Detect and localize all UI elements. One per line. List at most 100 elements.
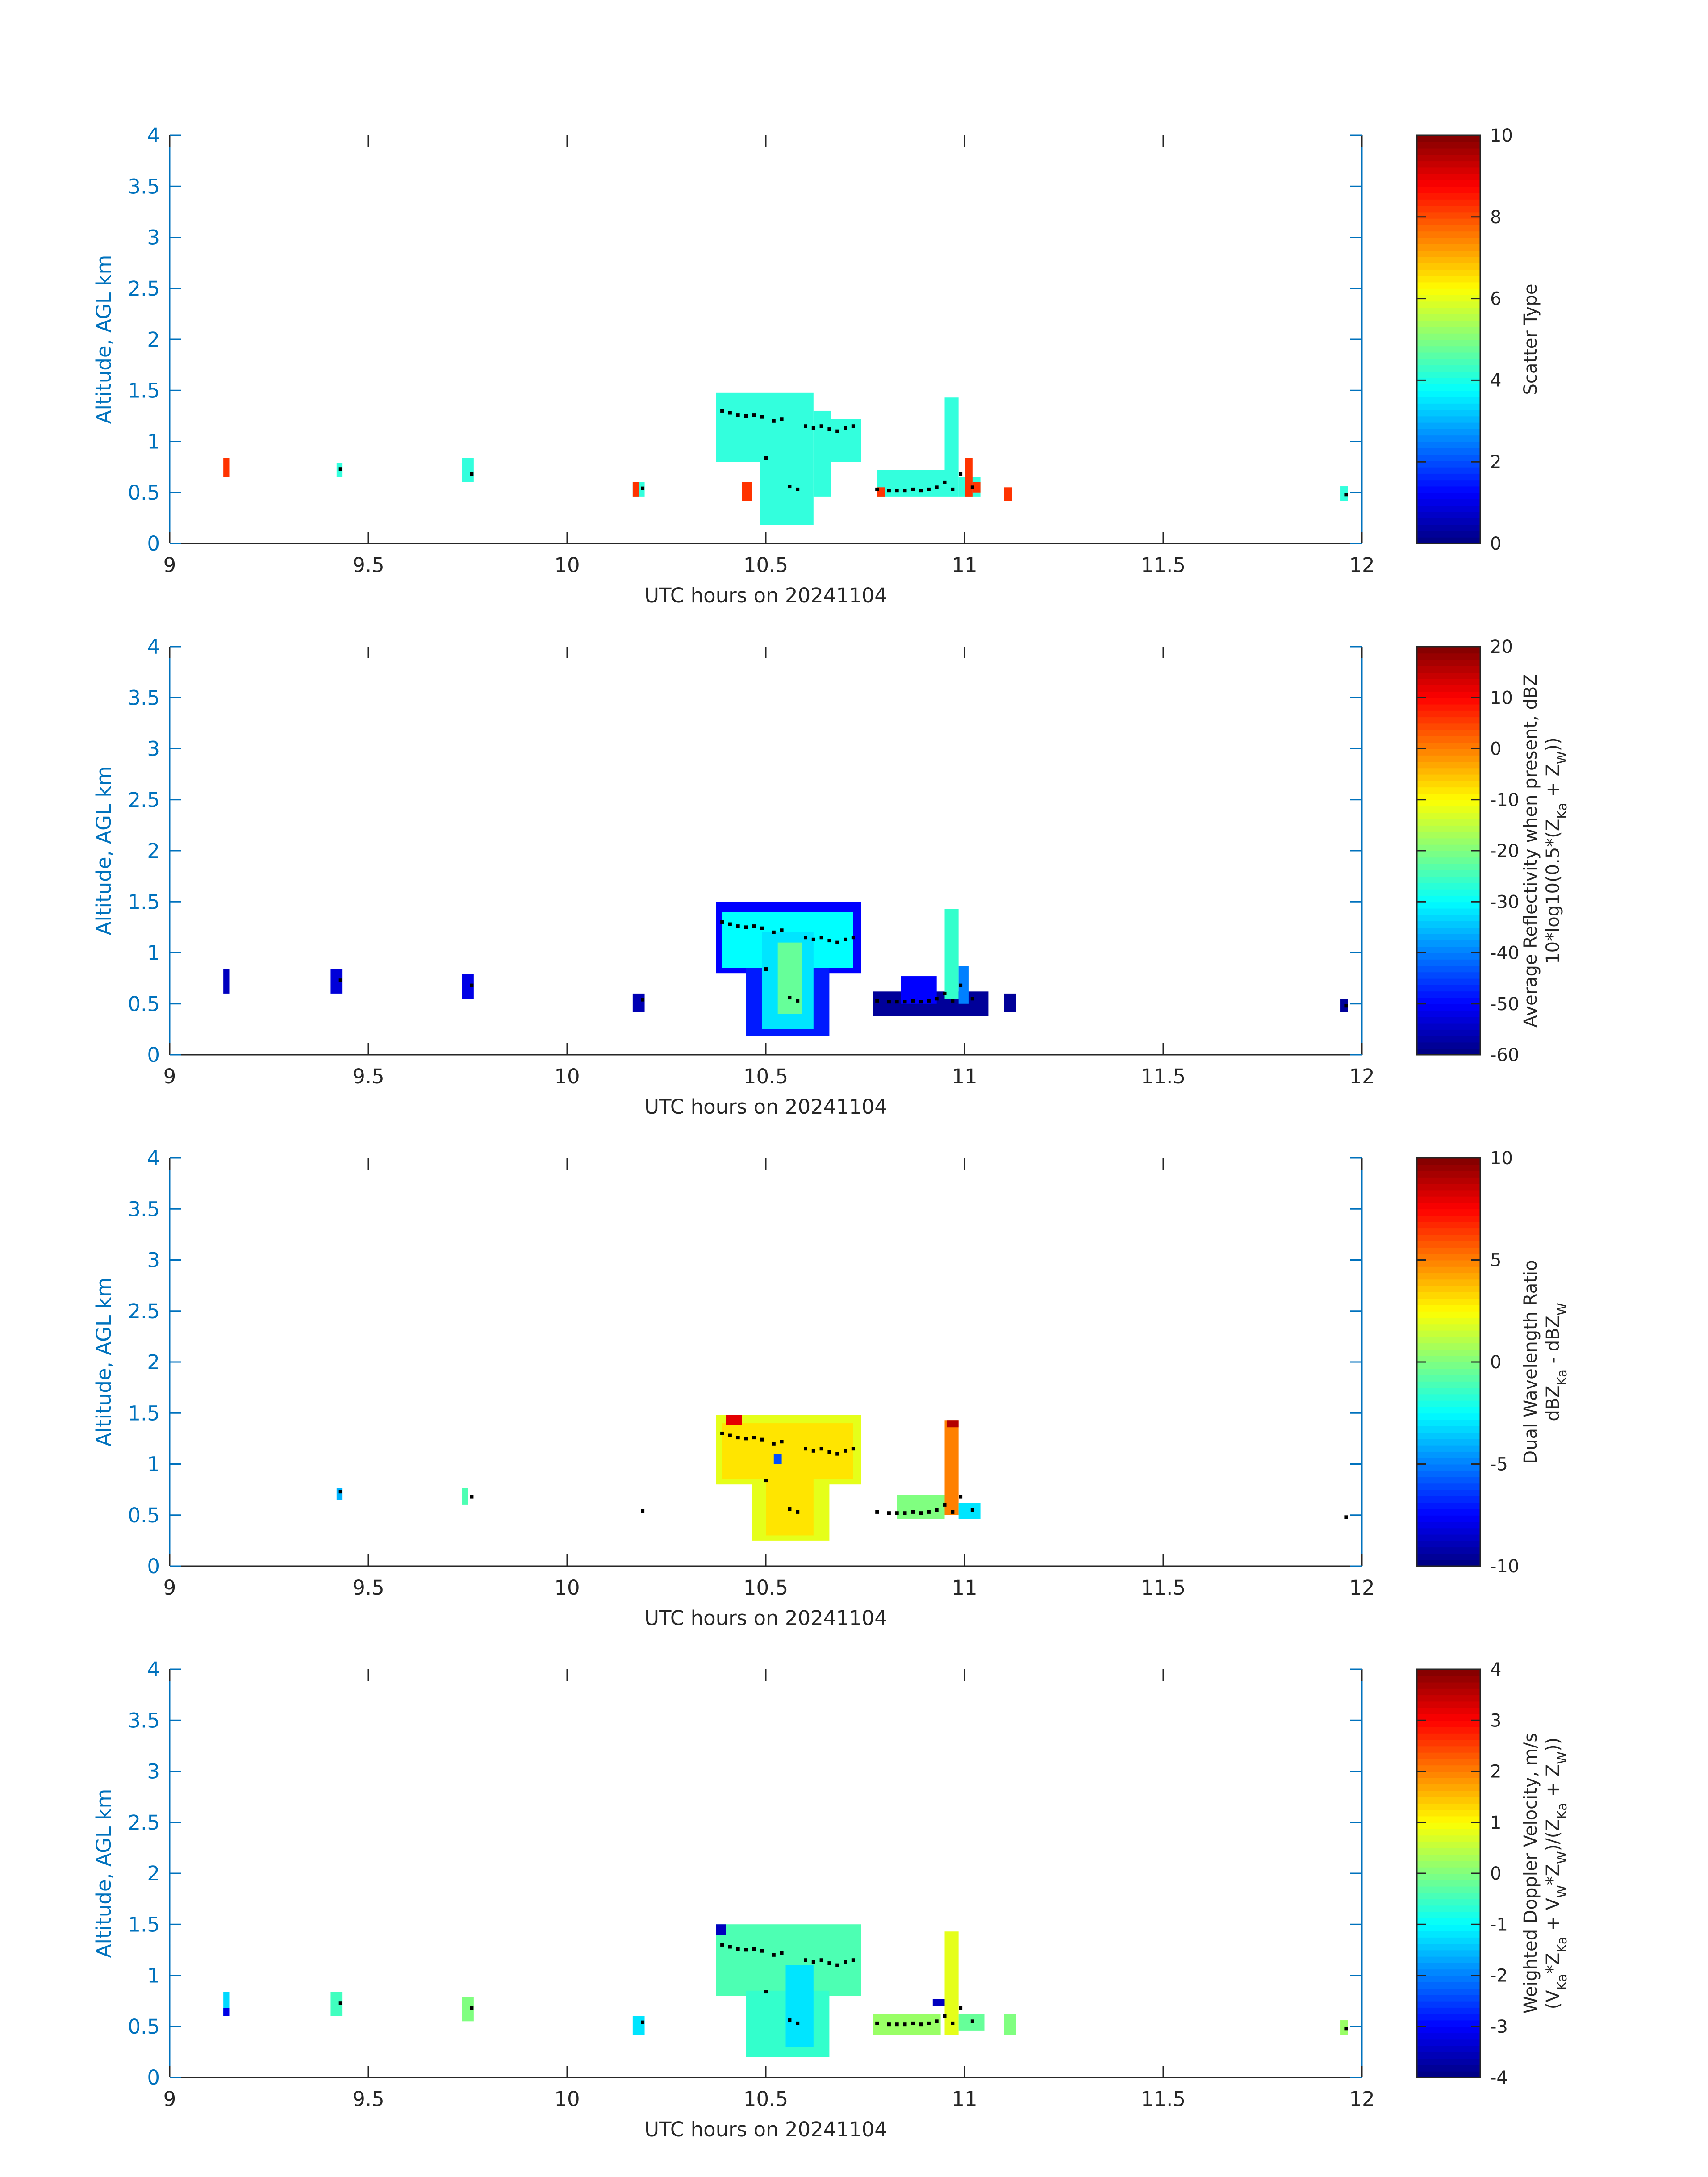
x-tick-label: 11	[952, 553, 977, 577]
cloud-base-marker	[744, 1948, 748, 1952]
colorbar-segment	[1417, 511, 1480, 518]
cloud-base-marker	[772, 930, 776, 934]
x-tick-label: 9	[163, 1065, 176, 1088]
data-cell	[932, 1999, 945, 2006]
cloud-base-marker	[959, 472, 963, 476]
cloud-base-marker	[338, 978, 342, 982]
label-fragment: 10*log10(0.5*(Z	[1543, 819, 1563, 964]
data-cell	[785, 1965, 814, 2047]
colorbar-segment	[1417, 1521, 1480, 1529]
colorbar-segment	[1417, 397, 1480, 404]
cloud-base-marker	[772, 419, 776, 423]
colorbar-segment	[1417, 972, 1480, 979]
colorbar-segment	[1417, 1451, 1480, 1458]
cloud-base-marker	[927, 2021, 931, 2025]
label-fragment: + Z	[1543, 1764, 1563, 1803]
cloud-base-marker	[772, 1442, 776, 1446]
cloud-base-marker	[804, 936, 807, 940]
colorbar-segment	[1417, 832, 1480, 839]
cloud-base-marker	[903, 1511, 907, 1515]
colorbar-segment	[1417, 1355, 1480, 1362]
cloud-base-marker	[780, 1951, 784, 1955]
colorbar-segment	[1417, 2014, 1480, 2021]
cloud-base-marker	[338, 2001, 342, 2005]
label-fragment: Ka	[1554, 1803, 1570, 1819]
colorbar-tick-label: 8	[1490, 207, 1501, 228]
cloud-base-marker	[875, 999, 879, 1003]
cloud-base-marker	[470, 1495, 474, 1499]
data-cell	[944, 1931, 959, 2035]
x-tick-label: 11	[952, 2087, 977, 2111]
colorbar: 0 2 4 6 8 10 Scatter Type	[1416, 125, 1541, 554]
colorbar-segment	[1417, 1483, 1480, 1490]
colorbar-segment	[1417, 1956, 1480, 1963]
colorbar-segment	[1417, 685, 1480, 692]
colorbar-segment	[1417, 774, 1480, 781]
colorbar-segment	[1417, 473, 1480, 481]
colorbar-segment	[1417, 698, 1480, 705]
y-tick-label: 0.5	[128, 2015, 160, 2039]
cloud-base-marker	[943, 1503, 947, 1507]
data-cell	[1004, 2014, 1016, 2035]
cloud-base-marker	[951, 1510, 955, 1514]
colorbar-tick-label: -2	[1490, 1966, 1508, 1986]
cloud-base-marker	[835, 1452, 839, 1456]
colorbar-segment	[1417, 799, 1480, 807]
cloud-base-marker	[744, 414, 748, 418]
colorbar-segment	[1417, 1234, 1480, 1241]
colorbar-tick-label: 0	[1490, 1864, 1501, 1884]
data-cell	[632, 993, 645, 1012]
colorbar-segment	[1417, 1790, 1480, 1797]
colorbar-tick-label: 1	[1490, 1813, 1501, 1833]
cloud-base-marker	[752, 1436, 756, 1440]
cloud-base-marker	[720, 1943, 724, 1947]
y-tick-label: 3.5	[128, 1197, 160, 1221]
cloud-base-marker	[764, 967, 768, 971]
cloud-base-marker	[835, 940, 839, 944]
cloud-base-marker	[835, 1963, 839, 1967]
colorbar-segment	[1417, 313, 1480, 321]
colorbar-segment	[1417, 1701, 1480, 1708]
colorbar-segment	[1417, 231, 1480, 238]
colorbar-segment	[1417, 819, 1480, 826]
colorbar-segment	[1417, 199, 1480, 206]
cloud-base-marker	[819, 424, 823, 428]
colorbar-segment	[1417, 1822, 1480, 1830]
colorbar-segment	[1417, 863, 1480, 870]
cloud-base-marker	[764, 1479, 768, 1483]
y-tick-label: 1.5	[128, 1913, 160, 1936]
colorbar-segment	[1417, 416, 1480, 423]
cloud-base-marker	[827, 1450, 831, 1454]
data-cell	[965, 458, 973, 497]
colorbar-segment	[1417, 1899, 1480, 1906]
colorbar-segment	[1417, 486, 1480, 493]
colorbar-segment	[1417, 390, 1480, 397]
colorbar-tick-label: -10	[1490, 1556, 1519, 1577]
colorbar-segment	[1417, 186, 1480, 193]
y-tick-label: 1	[147, 1453, 160, 1476]
cloud-base-marker	[1344, 1515, 1348, 1519]
colorbar-tick-label: 10	[1490, 688, 1513, 708]
cloud-base-marker	[875, 2021, 879, 2025]
cloud-base-marker	[736, 1947, 740, 1951]
data-cells	[336, 1415, 1348, 1541]
colorbar-tick-label: 6	[1490, 289, 1501, 309]
colorbar-tick-label: 3	[1490, 1710, 1501, 1731]
colorbar-tick-label: 4	[1490, 1659, 1501, 1680]
colorbar-segment	[1417, 505, 1480, 512]
cloud-base-marker	[951, 999, 955, 1003]
cloud-base-marker	[844, 426, 847, 430]
colorbar-segment	[1417, 1835, 1480, 1842]
cloud-base-marker	[752, 924, 756, 928]
colorbar-segment	[1417, 1847, 1480, 1855]
cloud-base-marker	[796, 1510, 800, 1514]
data-cell	[1340, 486, 1348, 501]
x-axis-label: UTC hours on 20241104	[644, 584, 887, 607]
cloud-base-marker	[728, 1945, 732, 1949]
cloud-base-marker	[851, 1447, 855, 1451]
cloud-base-marker	[935, 1508, 939, 1512]
cloud-base-marker	[851, 1958, 855, 1962]
cloud-base-marker	[935, 2019, 939, 2023]
x-tick-label: 9	[163, 1576, 176, 1600]
colorbar-segment	[1417, 1458, 1480, 1465]
